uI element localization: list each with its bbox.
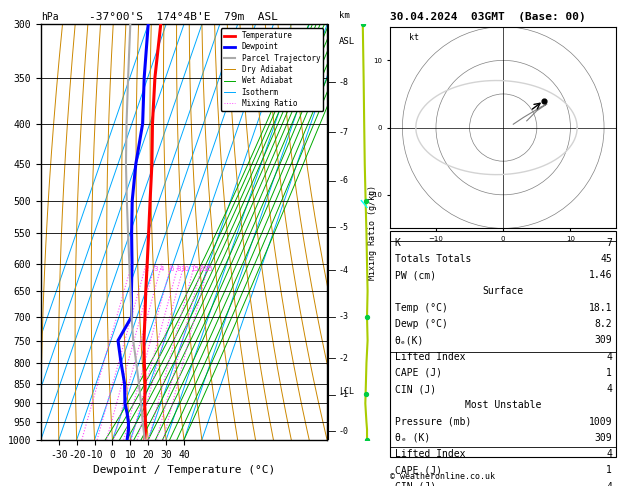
Y-axis label: hPa: hPa bbox=[0, 222, 2, 242]
Text: CAPE (J): CAPE (J) bbox=[394, 368, 442, 378]
Text: kt: kt bbox=[409, 33, 419, 42]
Text: 3: 3 bbox=[153, 266, 158, 272]
Text: -0: -0 bbox=[339, 427, 349, 435]
Text: K: K bbox=[394, 238, 401, 248]
Text: Totals Totals: Totals Totals bbox=[394, 254, 471, 264]
Title: -37°00'S  174°4B'E  79m  ASL: -37°00'S 174°4B'E 79m ASL bbox=[89, 12, 279, 22]
Text: PW (cm): PW (cm) bbox=[394, 270, 436, 280]
Text: 30.04.2024  03GMT  (Base: 00): 30.04.2024 03GMT (Base: 00) bbox=[390, 12, 586, 22]
Text: θₑ (K): θₑ (K) bbox=[394, 433, 430, 443]
Text: hPa: hPa bbox=[41, 12, 58, 22]
Text: 2: 2 bbox=[144, 266, 148, 272]
Text: 8: 8 bbox=[176, 266, 181, 272]
Text: 18.1: 18.1 bbox=[588, 303, 612, 312]
Text: CIN (J): CIN (J) bbox=[394, 482, 436, 486]
Text: -3: -3 bbox=[339, 312, 349, 321]
Text: θₑ(K): θₑ(K) bbox=[394, 335, 424, 345]
Point bbox=[362, 436, 372, 444]
Text: Temp (°C): Temp (°C) bbox=[394, 303, 447, 312]
Text: 4: 4 bbox=[606, 351, 612, 362]
Text: ASL: ASL bbox=[339, 37, 355, 46]
Text: 4: 4 bbox=[606, 482, 612, 486]
Text: © weatheronline.co.uk: © weatheronline.co.uk bbox=[390, 472, 495, 481]
Text: LCL: LCL bbox=[339, 387, 354, 396]
Text: -1: -1 bbox=[339, 390, 349, 399]
Text: CAPE (J): CAPE (J) bbox=[394, 466, 442, 475]
Text: 309: 309 bbox=[594, 433, 612, 443]
Legend: Temperature, Dewpoint, Parcel Trajectory, Dry Adiabat, Wet Adiabat, Isotherm, Mi: Temperature, Dewpoint, Parcel Trajectory… bbox=[221, 28, 323, 111]
Point bbox=[360, 197, 370, 205]
Text: 8.2: 8.2 bbox=[594, 319, 612, 329]
Text: 4: 4 bbox=[606, 384, 612, 394]
Text: Most Unstable: Most Unstable bbox=[465, 400, 542, 410]
Text: Pressure (mb): Pressure (mb) bbox=[394, 417, 471, 427]
Text: -5: -5 bbox=[339, 223, 349, 232]
Text: Surface: Surface bbox=[482, 286, 524, 296]
Text: 4: 4 bbox=[160, 266, 164, 272]
Text: 15: 15 bbox=[191, 266, 199, 272]
Text: Dewp (°C): Dewp (°C) bbox=[394, 319, 447, 329]
Text: Lifted Index: Lifted Index bbox=[394, 351, 465, 362]
Text: 6: 6 bbox=[169, 266, 174, 272]
Text: km: km bbox=[339, 11, 350, 20]
Text: 25: 25 bbox=[204, 266, 213, 272]
Text: Lifted Index: Lifted Index bbox=[394, 449, 465, 459]
Text: 7: 7 bbox=[606, 238, 612, 248]
Text: 4: 4 bbox=[606, 449, 612, 459]
Text: Mixing Ratio (g/kg): Mixing Ratio (g/kg) bbox=[369, 185, 377, 279]
Text: -4: -4 bbox=[339, 266, 349, 275]
Text: 1: 1 bbox=[606, 368, 612, 378]
Point bbox=[362, 313, 372, 321]
Point bbox=[538, 97, 548, 104]
Text: -7: -7 bbox=[339, 128, 349, 137]
Text: 10: 10 bbox=[180, 266, 189, 272]
Text: 1.46: 1.46 bbox=[588, 270, 612, 280]
Text: -2: -2 bbox=[339, 354, 349, 363]
Text: 309: 309 bbox=[594, 335, 612, 345]
Point bbox=[360, 390, 370, 398]
Text: -8: -8 bbox=[339, 78, 349, 87]
Text: 1: 1 bbox=[606, 466, 612, 475]
Text: 1009: 1009 bbox=[588, 417, 612, 427]
Text: 1: 1 bbox=[130, 266, 134, 272]
X-axis label: Dewpoint / Temperature (°C): Dewpoint / Temperature (°C) bbox=[93, 465, 275, 475]
Text: -6: -6 bbox=[339, 176, 349, 185]
Point bbox=[358, 20, 368, 28]
Text: CIN (J): CIN (J) bbox=[394, 384, 436, 394]
Text: 45: 45 bbox=[600, 254, 612, 264]
Text: 20: 20 bbox=[198, 266, 207, 272]
